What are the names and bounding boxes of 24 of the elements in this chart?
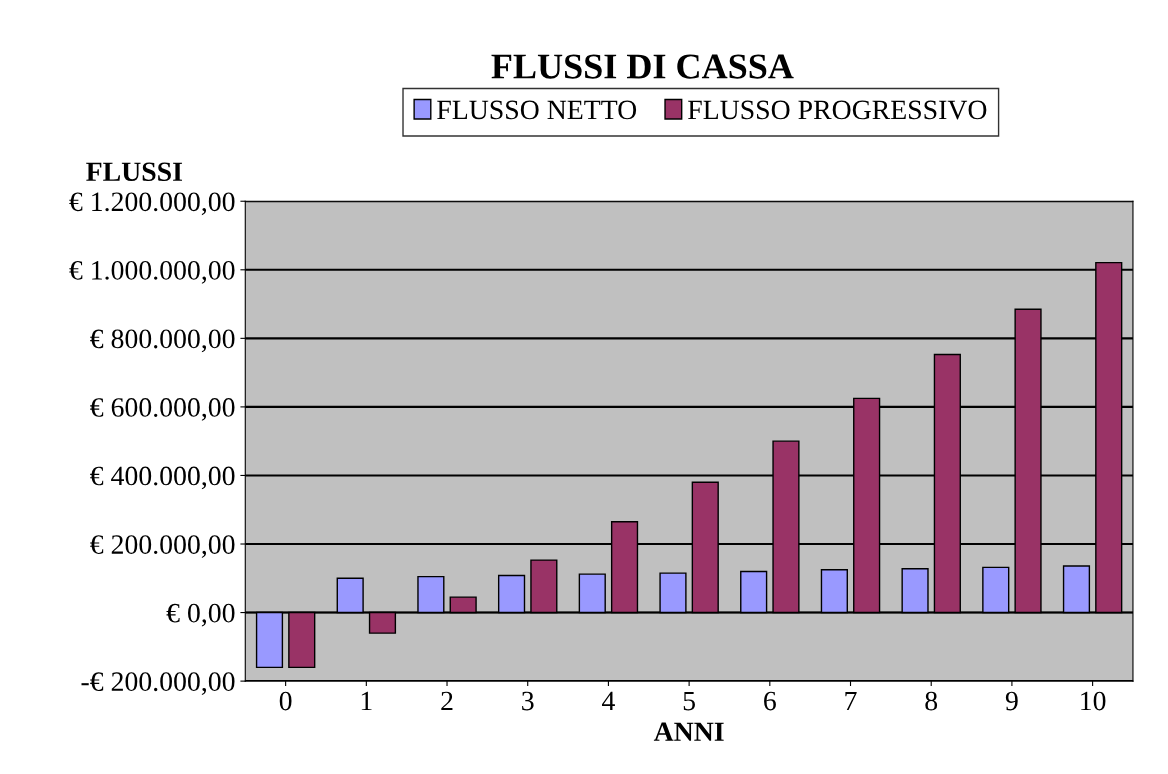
x-tick-label: 7	[845, 691, 857, 711]
y-tick-label: € 800.000,00	[90, 329, 235, 353]
y-tick-label: € 200.000,00	[90, 535, 235, 558]
chart-title: FLUSSI DI CASSA	[491, 54, 794, 79]
y-tick-label: € 600.000,00	[90, 398, 235, 421]
x-tick-label: 0	[279, 691, 292, 711]
legend-label: FLUSSO NETTO	[437, 100, 637, 120]
x-tick-label: 2	[441, 691, 453, 711]
y-tick-label: € 1.200.000,00	[69, 192, 235, 216]
y-tick-label: € 400.000,00	[90, 466, 235, 490]
y-tick-label: -€ 200.000,00	[81, 672, 235, 696]
x-tick-label: 8	[925, 691, 938, 711]
x-tick-label: 4	[602, 691, 615, 711]
x-tick-label: 1	[361, 691, 372, 711]
x-tick-label: 5	[683, 691, 695, 711]
x-tick-label: 6	[764, 691, 776, 711]
x-tick-label: 10	[1081, 691, 1106, 711]
x-tick-label: 9	[1005, 691, 1018, 711]
y-axis-title: FLUSSI	[86, 162, 183, 182]
x-tick-label: 3	[522, 691, 534, 711]
y-tick-label: € 0,00	[166, 603, 235, 627]
legend-label: FLUSSO PROGRESSIVO	[688, 100, 987, 120]
x-axis-title: ANNI	[653, 722, 724, 741]
y-tick-label: € 1.000.000,00	[69, 260, 235, 284]
